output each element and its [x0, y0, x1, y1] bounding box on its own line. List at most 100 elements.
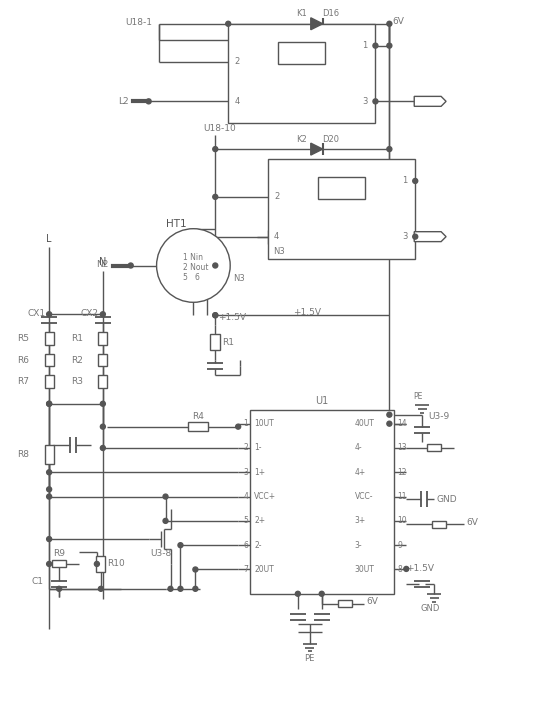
Text: 3: 3 — [402, 232, 408, 241]
Circle shape — [412, 179, 418, 184]
Circle shape — [178, 543, 183, 547]
Text: 5   6: 5 6 — [184, 273, 200, 282]
Circle shape — [146, 99, 151, 104]
Circle shape — [163, 494, 168, 499]
Text: 2: 2 — [234, 57, 240, 66]
Text: 6V: 6V — [366, 597, 378, 607]
Polygon shape — [311, 143, 323, 155]
Text: L: L — [47, 234, 52, 244]
Text: 8: 8 — [398, 565, 402, 574]
Text: R9: R9 — [53, 549, 65, 558]
Text: R1: R1 — [71, 333, 83, 343]
Text: R7: R7 — [17, 377, 29, 386]
Circle shape — [94, 562, 100, 566]
Circle shape — [373, 99, 378, 104]
Text: 1: 1 — [363, 41, 368, 50]
Circle shape — [404, 566, 409, 571]
Text: 10UT: 10UT — [254, 419, 274, 428]
Text: N2: N2 — [96, 260, 109, 269]
Circle shape — [163, 518, 168, 523]
Circle shape — [387, 422, 392, 426]
Circle shape — [213, 313, 218, 317]
Text: D20: D20 — [322, 134, 339, 144]
Bar — [98, 354, 108, 367]
Circle shape — [101, 401, 105, 406]
Text: 1-: 1- — [254, 443, 262, 453]
Text: U18-10: U18-10 — [203, 124, 236, 133]
Bar — [228, 24, 376, 123]
Circle shape — [373, 43, 378, 48]
Circle shape — [101, 312, 105, 317]
Text: 4+: 4+ — [355, 468, 366, 476]
Polygon shape — [311, 18, 323, 30]
Text: 4: 4 — [274, 232, 279, 241]
Text: PE: PE — [414, 393, 423, 401]
Circle shape — [47, 494, 51, 499]
Text: +1.5V: +1.5V — [406, 565, 434, 573]
Text: R6: R6 — [17, 356, 29, 364]
Bar — [44, 375, 54, 388]
Text: 5: 5 — [243, 516, 248, 526]
Text: R8: R8 — [17, 450, 29, 459]
Text: 4: 4 — [243, 492, 248, 501]
Text: U18-1: U18-1 — [126, 18, 152, 27]
Text: 2+: 2+ — [254, 516, 265, 526]
Bar — [250, 410, 394, 594]
Text: VCC+: VCC+ — [254, 492, 276, 501]
Text: CX2: CX2 — [81, 309, 99, 317]
Text: 12: 12 — [398, 468, 407, 476]
Text: R5: R5 — [17, 333, 29, 343]
Text: 13: 13 — [398, 443, 407, 453]
Bar — [98, 375, 108, 388]
Circle shape — [47, 562, 51, 566]
Text: 1 Nin: 1 Nin — [184, 253, 203, 262]
Text: 2-: 2- — [254, 541, 262, 549]
Bar — [98, 332, 108, 345]
Text: 30UT: 30UT — [355, 565, 374, 574]
Text: 4-: 4- — [355, 443, 362, 453]
Circle shape — [319, 591, 324, 596]
Text: VCC-: VCC- — [355, 492, 373, 501]
Circle shape — [387, 43, 392, 48]
Text: 10: 10 — [398, 516, 407, 526]
Bar — [268, 159, 415, 259]
Text: L2: L2 — [118, 97, 129, 106]
Bar — [432, 521, 446, 528]
Text: 2: 2 — [243, 443, 248, 453]
Text: CX1: CX1 — [27, 309, 45, 317]
Circle shape — [387, 21, 392, 26]
Circle shape — [178, 586, 183, 591]
Text: U3-8: U3-8 — [151, 549, 172, 557]
Text: N3: N3 — [233, 274, 245, 283]
Bar — [44, 332, 54, 345]
Text: 20UT: 20UT — [254, 565, 274, 574]
Bar — [318, 177, 365, 199]
Text: 11: 11 — [398, 492, 407, 501]
Text: U1: U1 — [316, 395, 329, 406]
Circle shape — [387, 412, 392, 417]
Bar — [188, 422, 208, 431]
Circle shape — [387, 147, 392, 152]
Circle shape — [295, 591, 300, 596]
Text: 14: 14 — [398, 419, 407, 428]
Text: R1: R1 — [222, 338, 234, 346]
Circle shape — [128, 263, 133, 268]
Polygon shape — [414, 96, 446, 106]
Bar — [210, 334, 220, 350]
Text: R4: R4 — [193, 412, 204, 422]
Circle shape — [412, 234, 418, 239]
Text: N3: N3 — [273, 247, 285, 256]
Text: N: N — [99, 257, 106, 267]
Text: K1: K1 — [296, 9, 307, 18]
Text: 9: 9 — [398, 541, 402, 549]
Circle shape — [47, 401, 51, 406]
Circle shape — [47, 487, 51, 492]
Text: 1: 1 — [402, 176, 408, 185]
Circle shape — [47, 470, 51, 475]
Circle shape — [193, 567, 198, 572]
Circle shape — [57, 586, 62, 591]
Bar — [96, 556, 105, 572]
Circle shape — [101, 424, 105, 429]
Text: C1: C1 — [31, 578, 43, 586]
Text: D16: D16 — [322, 9, 339, 18]
